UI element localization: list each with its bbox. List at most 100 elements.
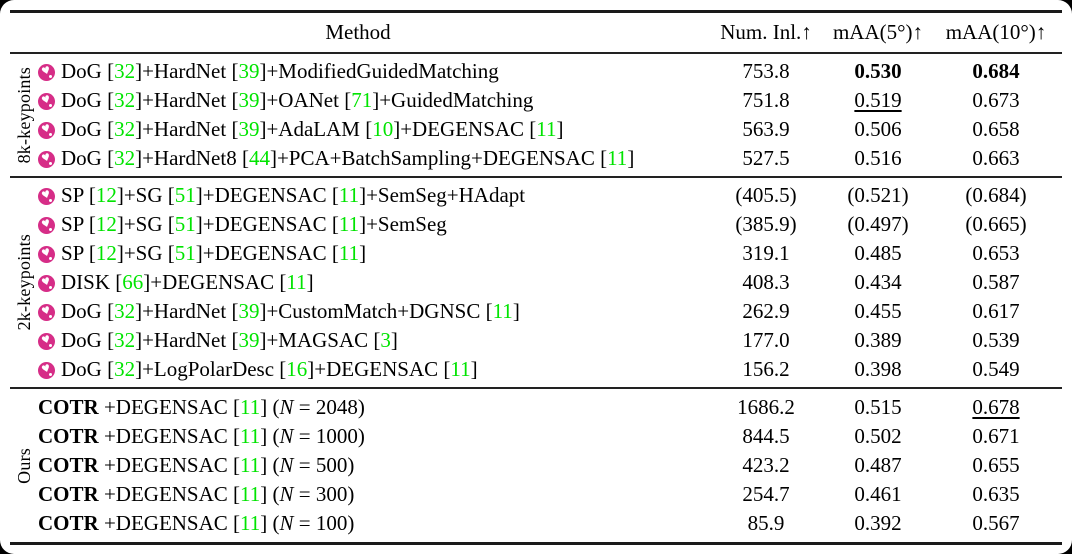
method-label: COTR +DEGENSAC [11] (N = 500) bbox=[38, 453, 355, 477]
table-row: COTR +DEGENSAC [11] (N = 300) 254.7 0.46… bbox=[38, 480, 1062, 509]
table-row: ♥ DoG [32]+HardNet [39]+AdaLAM [10]+DEGEN… bbox=[38, 115, 1062, 144]
num-inliers-column-header: Num. Inl.↑ bbox=[720, 20, 812, 44]
maa5-value: (0.521) bbox=[847, 183, 909, 207]
table-row: ♥ DoG [32]+HardNet [39]+ModifiedGuidedMat… bbox=[38, 57, 1062, 86]
num-inliers-value: 423.2 bbox=[742, 453, 790, 477]
method-cell: ♥ DoG [32]+HardNet [39]+OANet [71]+Guided… bbox=[38, 86, 706, 115]
maa5-value: 0.455 bbox=[854, 299, 902, 323]
method-cell: ♥ SP [12]+SG [51]+DEGENSAC [11]+SemSeg bbox=[38, 210, 706, 239]
method-cell: ♥ DISK [66]+DEGENSAC [11] bbox=[38, 268, 706, 297]
num-inliers-value: 753.8 bbox=[742, 59, 790, 83]
maa5-value: 0.389 bbox=[854, 328, 902, 352]
table-row: COTR +DEGENSAC [11] (N = 100) 85.9 0.392… bbox=[38, 509, 1062, 538]
leaderboard-heart-icon: ♥ bbox=[38, 93, 55, 110]
method-cell: COTR +DEGENSAC [11] (N = 1000) bbox=[38, 422, 706, 451]
maa5-value: 0.530 bbox=[854, 59, 902, 83]
maa10-value: 0.671 bbox=[972, 424, 1020, 448]
num-inliers-value: (405.5) bbox=[735, 183, 797, 207]
maa5-value: (0.497) bbox=[847, 212, 909, 236]
num-inliers-value: 156.2 bbox=[742, 357, 790, 381]
maa10-value: 0.539 bbox=[972, 328, 1020, 352]
method-cell: ♥ DoG [32]+HardNet [39]+CustomMatch+DGNSC… bbox=[38, 297, 706, 326]
method-cell: ♥ DoG [32]+HardNet8 [44]+PCA+BatchSamplin… bbox=[38, 144, 706, 173]
method-cell: COTR +DEGENSAC [11] (N = 500) bbox=[38, 451, 706, 480]
maa10-value: 0.673 bbox=[972, 88, 1020, 112]
maa5-value: 0.506 bbox=[854, 117, 902, 141]
method-cell: ♥ SP [12]+SG [51]+DEGENSAC [11]+SemSeg+HA… bbox=[38, 181, 706, 210]
table-row: ♥ SP [12]+SG [51]+DEGENSAC [11] 319.1 0.4… bbox=[38, 239, 1062, 268]
leaderboard-heart-icon: ♥ bbox=[38, 304, 55, 321]
table-row: COTR +DEGENSAC [11] (N = 1000) 844.5 0.5… bbox=[38, 422, 1062, 451]
maa5-value: 0.392 bbox=[854, 511, 902, 535]
method-label: DoG [32]+HardNet [39]+MAGSAC [3] bbox=[61, 328, 398, 352]
top-rule bbox=[10, 10, 1062, 13]
maa10-value: (0.684) bbox=[965, 183, 1027, 207]
method-label: SP [12]+SG [51]+DEGENSAC [11]+SemSeg+HAd… bbox=[61, 183, 526, 207]
method-label: DoG [32]+HardNet [39]+AdaLAM [10]+DEGENS… bbox=[61, 117, 564, 141]
leaderboard-heart-icon: ♥ bbox=[38, 275, 55, 292]
group-separator-rule bbox=[10, 176, 1062, 178]
maa10-value: 0.663 bbox=[972, 146, 1020, 170]
maa10-value: 0.587 bbox=[972, 270, 1020, 294]
maa5-value: 0.434 bbox=[854, 270, 902, 294]
maa5-value: 0.502 bbox=[854, 424, 902, 448]
maa5-value: 0.461 bbox=[854, 482, 902, 506]
maa10-value: 0.678 bbox=[972, 395, 1020, 419]
maa10-value: 0.617 bbox=[972, 299, 1020, 323]
method-label: SP [12]+SG [51]+DEGENSAC [11] bbox=[61, 241, 367, 265]
method-label: DoG [32]+HardNet [39]+CustomMatch+DGNSC … bbox=[61, 299, 520, 323]
maa10-value: 0.567 bbox=[972, 511, 1020, 535]
num-inliers-value: 254.7 bbox=[742, 482, 790, 506]
method-label: DISK [66]+DEGENSAC [11] bbox=[61, 270, 314, 294]
leaderboard-heart-icon: ♥ bbox=[38, 151, 55, 168]
group-label-8k-keypoints: 8k-keypoints bbox=[13, 66, 34, 164]
method-label: COTR +DEGENSAC [11] (N = 100) bbox=[38, 511, 355, 535]
group-ours: Ours COTR +DEGENSAC [11] (N = 2048) 1686… bbox=[10, 389, 1062, 542]
num-inliers-value: 1686.2 bbox=[737, 395, 795, 419]
table-header-row: Method Num. Inl.↑ mAA(5°)↑ mAA(10°)↑ bbox=[10, 13, 1062, 52]
group-label-2k-keypoints: 2k-keypoints bbox=[13, 234, 34, 331]
maa5-value: 0.485 bbox=[854, 241, 902, 265]
leaderboard-heart-icon: ♥ bbox=[38, 188, 55, 205]
num-inliers-value: 85.9 bbox=[747, 511, 785, 535]
method-cell: ♥ SP [12]+SG [51]+DEGENSAC [11] bbox=[38, 239, 706, 268]
method-cell: ♥ DoG [32]+HardNet [39]+MAGSAC [3] bbox=[38, 326, 706, 355]
num-inliers-value: 408.3 bbox=[742, 270, 790, 294]
method-cell: COTR +DEGENSAC [11] (N = 2048) bbox=[38, 393, 706, 422]
method-label: COTR +DEGENSAC [11] (N = 300) bbox=[38, 482, 355, 506]
leaderboard-heart-icon: ♥ bbox=[38, 217, 55, 234]
maa5-value: 0.516 bbox=[854, 146, 902, 170]
method-label: COTR +DEGENSAC [11] (N = 2048) bbox=[38, 395, 365, 419]
method-column-header: Method bbox=[325, 20, 391, 44]
num-inliers-value: 262.9 bbox=[742, 299, 790, 323]
method-cell: COTR +DEGENSAC [11] (N = 300) bbox=[38, 480, 706, 509]
maa10-value: 0.635 bbox=[972, 482, 1020, 506]
table-row: ♥ SP [12]+SG [51]+DEGENSAC [11]+SemSeg (3… bbox=[38, 210, 1062, 239]
method-cell: COTR +DEGENSAC [11] (N = 100) bbox=[38, 509, 706, 538]
maa10-value: 0.684 bbox=[972, 59, 1020, 83]
table-row: ♥ DoG [32]+HardNet8 [44]+PCA+BatchSamplin… bbox=[38, 144, 1062, 173]
leaderboard-heart-icon: ♥ bbox=[38, 362, 55, 379]
num-inliers-value: 563.9 bbox=[742, 117, 790, 141]
method-label: COTR +DEGENSAC [11] (N = 1000) bbox=[38, 424, 365, 448]
table-row: ♥ DoG [32]+LogPolarDesc [16]+DEGENSAC [11… bbox=[38, 355, 1062, 384]
num-inliers-value: (385.9) bbox=[735, 212, 797, 236]
num-inliers-value: 527.5 bbox=[742, 146, 790, 170]
num-inliers-value: 177.0 bbox=[742, 328, 790, 352]
group-separator-rule bbox=[10, 387, 1062, 389]
maa10-column-header: mAA(10°)↑ bbox=[945, 20, 1047, 44]
table-row: ♥ DoG [32]+HardNet [39]+OANet [71]+Guided… bbox=[38, 86, 1062, 115]
table-row: ♥ DISK [66]+DEGENSAC [11] 408.3 0.434 0.5… bbox=[38, 268, 1062, 297]
num-inliers-value: 844.5 bbox=[742, 424, 790, 448]
method-label: SP [12]+SG [51]+DEGENSAC [11]+SemSeg bbox=[61, 212, 447, 236]
header-rule bbox=[10, 52, 1062, 54]
leaderboard-heart-icon: ♥ bbox=[38, 122, 55, 139]
leaderboard-heart-icon: ♥ bbox=[38, 64, 55, 81]
maa10-value: (0.665) bbox=[965, 212, 1027, 236]
num-inliers-value: 751.8 bbox=[742, 88, 790, 112]
method-cell: ♥ DoG [32]+HardNet [39]+ModifiedGuidedMat… bbox=[38, 57, 706, 86]
num-inliers-value: 319.1 bbox=[742, 241, 790, 265]
table-row: COTR +DEGENSAC [11] (N = 2048) 1686.2 0.… bbox=[38, 393, 1062, 422]
table-row: ♥ DoG [32]+HardNet [39]+MAGSAC [3] 177.0 … bbox=[38, 326, 1062, 355]
method-label: DoG [32]+LogPolarDesc [16]+DEGENSAC [11] bbox=[61, 357, 478, 381]
